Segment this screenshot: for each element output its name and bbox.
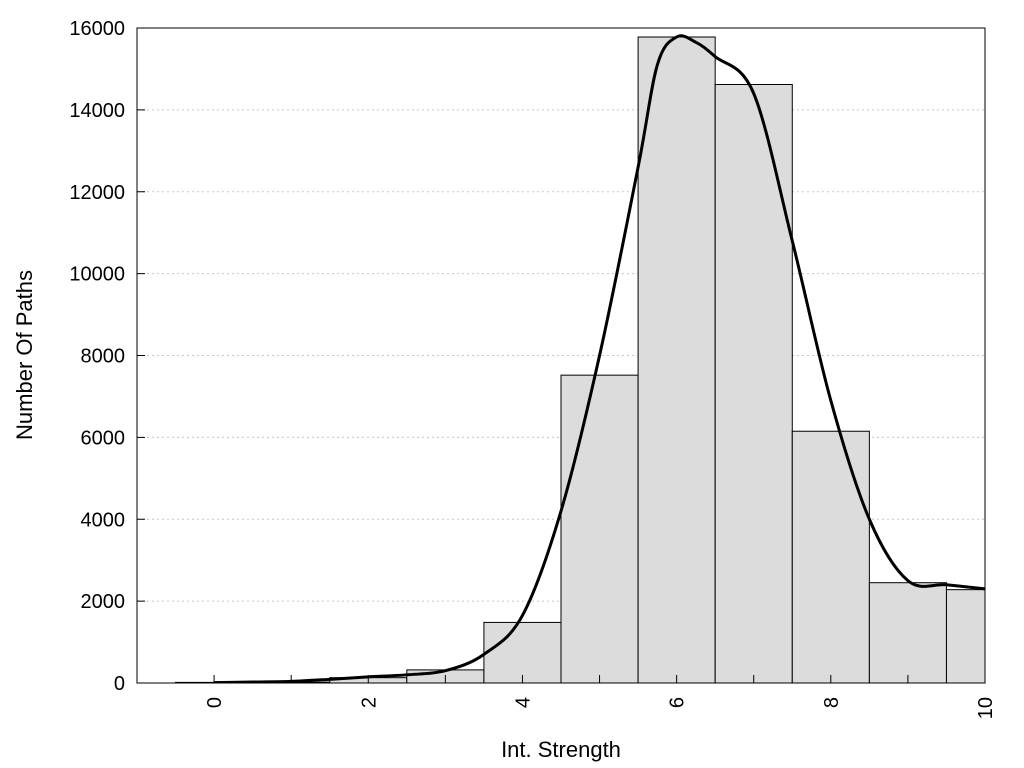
x-tick-label-6: 6	[667, 697, 689, 708]
y-tick-label-16000: 16000	[69, 18, 125, 40]
histogram-bar-7	[714, 83, 793, 683]
histogram-bar-9	[868, 582, 947, 683]
x-tick-label-0: 0	[204, 697, 226, 708]
x-tick-label-2: 2	[358, 697, 380, 708]
density-curve-group	[214, 34, 985, 683]
histogram-bar-6	[637, 36, 716, 683]
y-tick-label-14000: 14000	[69, 100, 125, 122]
tick-labels: 0 2000 4000 6000 8000 10000 12000 14000 16000 0 2 4…	[69, 18, 997, 719]
y-tick-label-0: 0	[114, 673, 125, 695]
y-tick-label-4000: 4000	[81, 509, 126, 531]
axes	[136, 27, 986, 684]
density-curve	[214, 34, 985, 683]
x-axis-title: Int. Strength	[501, 737, 621, 762]
y-tick-label-2000: 2000	[81, 591, 126, 613]
y-tick-label-6000: 6000	[81, 427, 126, 449]
x-tick-label-8: 8	[821, 697, 843, 708]
x-tick-label-4: 4	[512, 697, 534, 708]
y-axis-title: Number Of Paths	[12, 270, 37, 440]
y-tick-label-10000: 10000	[69, 264, 125, 286]
histogram-bar-4	[483, 621, 562, 683]
histogram-bar-8	[791, 430, 870, 683]
y-tick-label-12000: 12000	[69, 182, 125, 204]
histogram-bar-10	[945, 589, 985, 683]
histogram-bars	[175, 36, 985, 683]
y-tick-label-8000: 8000	[81, 346, 126, 368]
histogram-bar-5	[560, 374, 639, 683]
x-tick-label-10: 10	[975, 697, 997, 719]
